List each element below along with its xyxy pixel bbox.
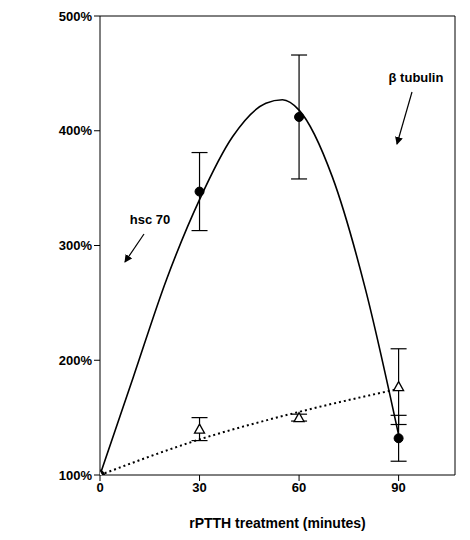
svg-text:0: 0 xyxy=(96,480,103,495)
svg-text:500%: 500% xyxy=(59,9,93,24)
svg-text:30: 30 xyxy=(192,480,206,495)
svg-text:rPTTH treatment (minutes): rPTTH treatment (minutes) xyxy=(189,515,366,531)
svg-text:100%: 100% xyxy=(59,468,93,483)
svg-text:300%: 300% xyxy=(59,238,93,253)
svg-text:200%: 200% xyxy=(59,353,93,368)
svg-text:hsc 70: hsc 70 xyxy=(130,212,170,227)
svg-text:60: 60 xyxy=(292,480,306,495)
svg-text:400%: 400% xyxy=(59,123,93,138)
svg-text:90: 90 xyxy=(391,480,405,495)
svg-text:β tubulin: β tubulin xyxy=(389,70,444,85)
